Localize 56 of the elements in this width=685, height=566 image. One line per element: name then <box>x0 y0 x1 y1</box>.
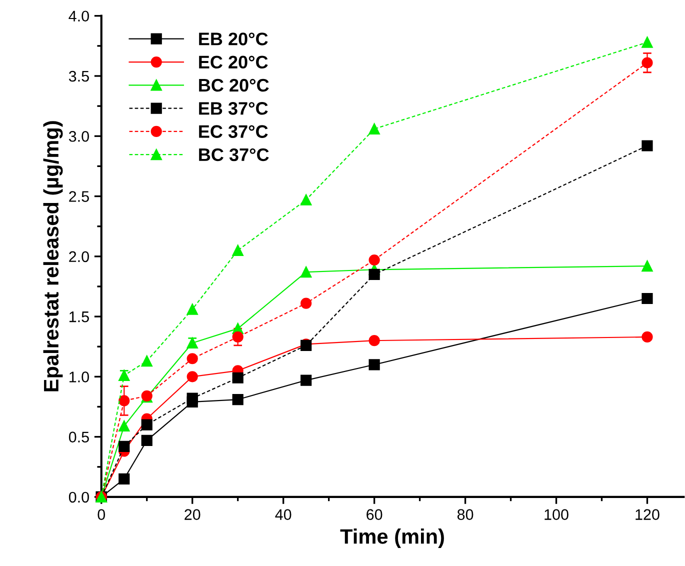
point <box>118 440 130 452</box>
y-tick-label: 1.0 <box>70 372 89 382</box>
point <box>368 123 380 134</box>
point <box>300 298 312 309</box>
x-tick-label: 40 <box>275 509 292 520</box>
point <box>642 331 653 343</box>
y-tick-label: 0.0 <box>68 492 89 503</box>
x-axis-title: Time (min) <box>340 528 444 548</box>
point <box>232 372 244 384</box>
x-tick-label: 80 <box>457 509 474 520</box>
y-tick-label: 3.0 <box>68 130 89 142</box>
legend-label: EC 20°C <box>199 56 268 69</box>
x-tick-label: 60 <box>366 509 382 520</box>
point <box>368 335 380 346</box>
point <box>642 36 653 48</box>
point <box>141 434 152 446</box>
legend-label: EB 37°C <box>199 102 268 115</box>
y-tick-label: 0.5 <box>68 432 89 442</box>
legend-label: BC 20°C <box>199 78 269 92</box>
legend-label: EC 37°C <box>199 125 268 138</box>
point <box>118 370 130 382</box>
y-tick-label: 1.5 <box>70 312 89 322</box>
y-axis-title: Epalrestat released (µg/mg) <box>43 121 63 392</box>
y-tick-label: 2.5 <box>69 191 89 202</box>
point <box>186 353 198 364</box>
point <box>368 268 380 280</box>
y-tick-label: 4.0 <box>68 10 89 22</box>
point <box>642 140 653 152</box>
x-tick-label: 100 <box>544 509 568 520</box>
point <box>186 304 198 315</box>
legend-label: EB 20°C <box>199 32 268 46</box>
point <box>141 355 152 367</box>
point <box>118 420 130 432</box>
point <box>300 266 312 278</box>
x-tick-label: 20 <box>184 509 200 520</box>
point <box>368 359 380 370</box>
x-tick-label: 120 <box>636 509 660 520</box>
point <box>300 194 312 206</box>
point <box>642 292 653 304</box>
y-tick-label: 2.0 <box>69 251 89 262</box>
point <box>232 331 244 343</box>
point <box>118 473 130 484</box>
y-tick-label: 3.5 <box>68 70 89 82</box>
point <box>642 57 653 68</box>
point <box>118 395 130 406</box>
point <box>642 260 653 272</box>
point <box>232 244 244 256</box>
point <box>232 394 244 406</box>
legend-label: BC 37°C <box>199 148 269 162</box>
point <box>186 371 198 382</box>
x-tick-label: 0 <box>98 509 106 520</box>
point <box>141 419 152 430</box>
point <box>300 374 312 386</box>
point <box>186 337 198 349</box>
point <box>186 392 198 404</box>
point <box>368 254 380 266</box>
